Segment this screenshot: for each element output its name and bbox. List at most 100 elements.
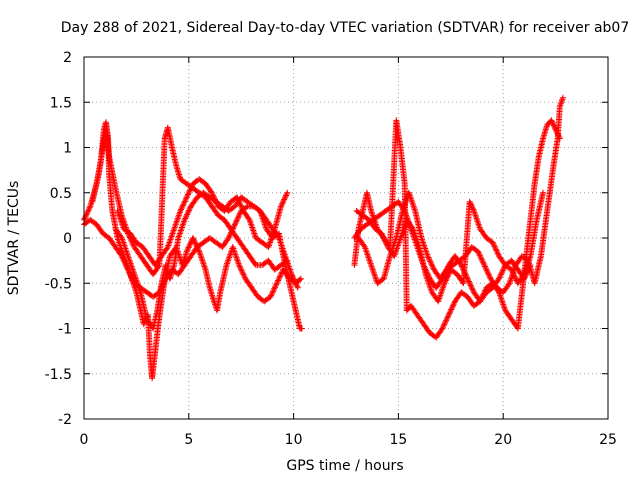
data-point-trail	[254, 235, 264, 245]
data-point-trail	[478, 227, 489, 240]
data-point-trail	[362, 245, 374, 267]
data-point-trail	[208, 235, 218, 245]
data-point-trail	[276, 231, 288, 267]
data-point	[445, 311, 452, 318]
data-point-trail	[134, 240, 145, 250]
data-point-trail	[119, 254, 131, 272]
data-point	[236, 262, 243, 269]
data-point-trail	[184, 182, 196, 199]
data-point-trail	[165, 126, 175, 149]
data-point-trail	[393, 209, 406, 240]
data-point-trail	[356, 236, 367, 249]
data-point-trail	[202, 268, 213, 290]
data-point-trail	[113, 245, 124, 258]
data-point-trail	[236, 263, 248, 281]
data-series	[353, 198, 534, 305]
data-point	[458, 262, 465, 269]
data-point-trail	[132, 245, 143, 258]
data-point-trail	[368, 263, 380, 285]
data-point	[475, 248, 482, 255]
data-point-trail	[178, 177, 189, 186]
data-point-trail	[156, 137, 168, 267]
data-point-trail	[152, 322, 162, 353]
data-point-trail	[373, 226, 384, 236]
data-point-trail	[234, 195, 246, 213]
data-point	[424, 253, 431, 260]
data-point-trail	[246, 203, 256, 210]
data-point-trail	[245, 199, 256, 209]
data-point	[548, 117, 555, 124]
data-point-trail	[404, 304, 413, 313]
data-point-trail	[509, 258, 520, 272]
data-point-trail	[165, 227, 177, 249]
data-point-trail	[214, 290, 223, 312]
data-point-trail	[159, 245, 170, 258]
data-point-trail	[268, 281, 280, 299]
data-point-trail	[352, 227, 363, 240]
data-point	[208, 189, 215, 196]
data-point-trail	[209, 191, 221, 208]
data-point-trail	[115, 209, 127, 231]
data-point	[489, 239, 496, 246]
data-point-trail	[549, 118, 559, 132]
data-point	[540, 189, 547, 196]
data-point-trail	[538, 209, 550, 258]
x-tick-label: 20	[494, 432, 512, 448]
data-point	[298, 325, 305, 332]
data-point-trail	[171, 209, 183, 231]
data-point-trail	[138, 254, 149, 267]
data-point-trail	[230, 245, 242, 267]
data-point	[118, 253, 125, 260]
data-point-trail	[278, 191, 290, 208]
data-point-trail	[247, 254, 258, 267]
data-point-trail	[150, 308, 161, 330]
y-tick-label: 1	[63, 141, 72, 157]
data-point	[297, 275, 304, 282]
data-point-trail	[393, 118, 404, 149]
data-point	[294, 284, 301, 291]
data-point-trail	[471, 209, 483, 231]
data-point-trail	[527, 182, 538, 222]
data-point-trail	[536, 136, 546, 159]
data-point-trail	[243, 277, 254, 290]
axis-ticks	[83, 56, 609, 420]
data-point-trail	[521, 263, 533, 281]
data-point-trail	[410, 227, 422, 249]
data-point-trail	[481, 263, 493, 281]
data-point-trail	[354, 208, 365, 218]
data-point-trail	[282, 263, 295, 294]
data-point-trail	[375, 276, 386, 286]
data-point	[466, 198, 473, 205]
x-tick-label: 25	[599, 432, 617, 448]
data-point-trail	[496, 290, 508, 312]
data-point	[225, 235, 232, 241]
data-point-trail	[171, 236, 182, 267]
data-point-trail	[490, 240, 502, 258]
data-point-trail	[169, 146, 179, 168]
data-point-trail	[379, 231, 391, 249]
data-point-trail	[488, 277, 500, 290]
data-point-trail	[289, 272, 301, 290]
data-point-trail	[460, 200, 473, 285]
data-point	[273, 280, 280, 287]
chart-title: Day 288 of 2021, Sidereal Day-to-day VTE…	[61, 20, 630, 36]
data-point	[181, 216, 188, 223]
data-point-trail	[137, 290, 150, 321]
data-point-trail	[484, 285, 495, 295]
data-point	[231, 221, 238, 228]
y-tick-label: -2	[58, 412, 72, 428]
data-point-trail	[544, 164, 557, 213]
data-point-trail	[264, 218, 275, 231]
data-point-trail	[81, 204, 93, 222]
data-point-trail	[475, 249, 487, 267]
data-point-trail	[523, 218, 534, 258]
y-tick-label: -1	[58, 322, 72, 338]
tick-labels: 0 5 10 15 20 25 -2 -1.5 -1 -0.5 0 0.5 1 1.5 2	[45, 50, 617, 448]
data-point-trail	[288, 290, 303, 330]
data-point-trail	[501, 281, 512, 295]
data-point-trail	[125, 254, 137, 276]
data-point-trail	[176, 263, 187, 276]
data-point-trail	[88, 217, 99, 227]
data-point-trail	[216, 213, 227, 222]
